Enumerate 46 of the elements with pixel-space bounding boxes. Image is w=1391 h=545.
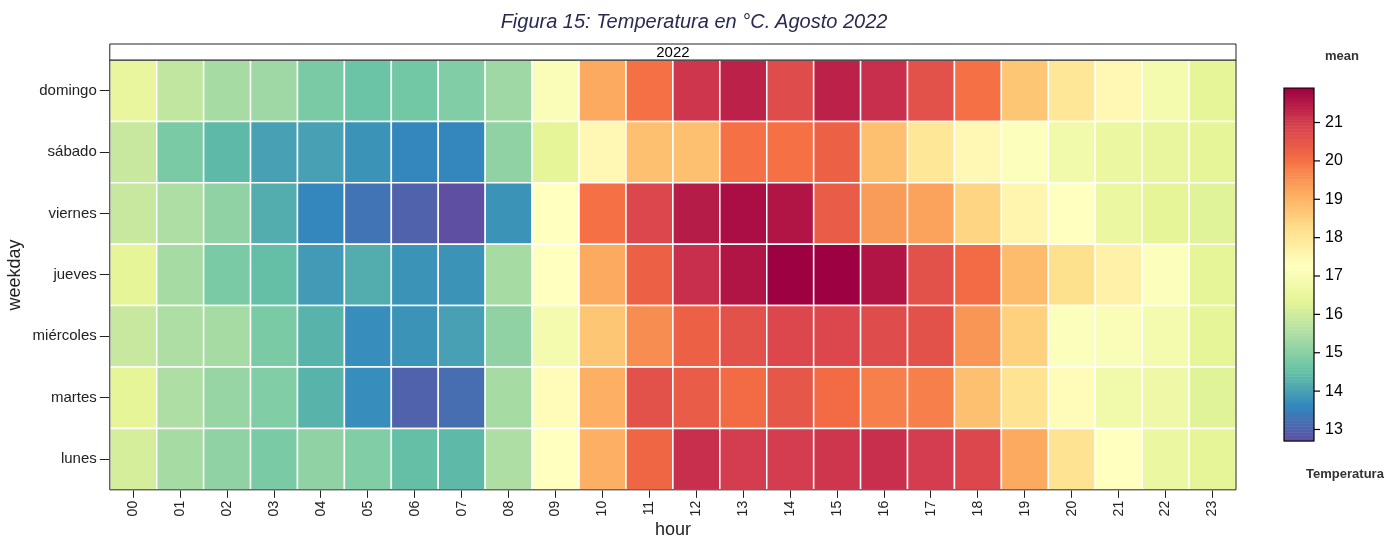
color-bar-label: 16: [1325, 304, 1343, 322]
x-tick-label: 04: [311, 500, 328, 517]
x-tick-label: 10: [593, 500, 610, 517]
x-tick-label: 15: [827, 500, 844, 517]
x-tick-label: 03: [264, 500, 281, 517]
chart-subtitle: 2022: [656, 43, 690, 61]
x-axis-title: hour: [654, 519, 691, 540]
x-tick-label: 21: [1109, 500, 1126, 517]
y-tick-label: martes: [50, 387, 97, 405]
y-axis-title: weekday: [3, 239, 24, 312]
y-tick-label: viernes: [48, 203, 97, 221]
color-bar-label: 20: [1325, 151, 1343, 169]
y-tick-label: miércoles: [32, 326, 97, 344]
color-bar-label: 19: [1325, 189, 1343, 207]
color-bar-label: 18: [1325, 228, 1343, 246]
x-tick-label: 11: [640, 500, 657, 516]
x-tick-label: 09: [546, 500, 563, 517]
x-tick-label: 13: [734, 500, 751, 517]
x-tick-label: 02: [217, 500, 234, 517]
color-bar-label: 15: [1325, 343, 1343, 361]
x-tick-label: 14: [781, 500, 798, 517]
x-tick-label: 16: [874, 500, 891, 517]
y-tick-label: lunes: [60, 449, 97, 467]
x-tick-label: 05: [358, 500, 375, 517]
chart-title: Figura 15: Temperatura en °C. Agosto 2022: [500, 9, 888, 32]
x-tick-label: 17: [921, 500, 938, 517]
color-bar-label: 13: [1325, 419, 1343, 437]
color-bar-label: 14: [1325, 381, 1343, 399]
y-tick-label: jueves: [52, 265, 97, 283]
y-tick-label: sábado: [47, 142, 97, 160]
x-tick-label: 00: [124, 500, 141, 517]
x-tick-label: 22: [1156, 500, 1173, 517]
text: Temperatura: [1306, 465, 1385, 481]
color-bar-label: 17: [1325, 266, 1343, 284]
y-tick-label: domingo: [39, 80, 97, 98]
x-tick-label: 23: [1203, 500, 1220, 517]
x-tick-label: 07: [452, 500, 469, 517]
x-tick-label: 18: [968, 500, 985, 517]
x-tick-label: 12: [687, 500, 704, 517]
color-bar-title: mean: [1325, 47, 1360, 63]
x-tick-label: 01: [171, 500, 188, 517]
color-bar-label: 21: [1325, 112, 1343, 130]
x-tick-label: 20: [1062, 500, 1079, 517]
x-tick-label: 08: [499, 500, 516, 517]
x-tick-label: 19: [1015, 500, 1032, 517]
x-tick-label: 06: [405, 500, 422, 517]
